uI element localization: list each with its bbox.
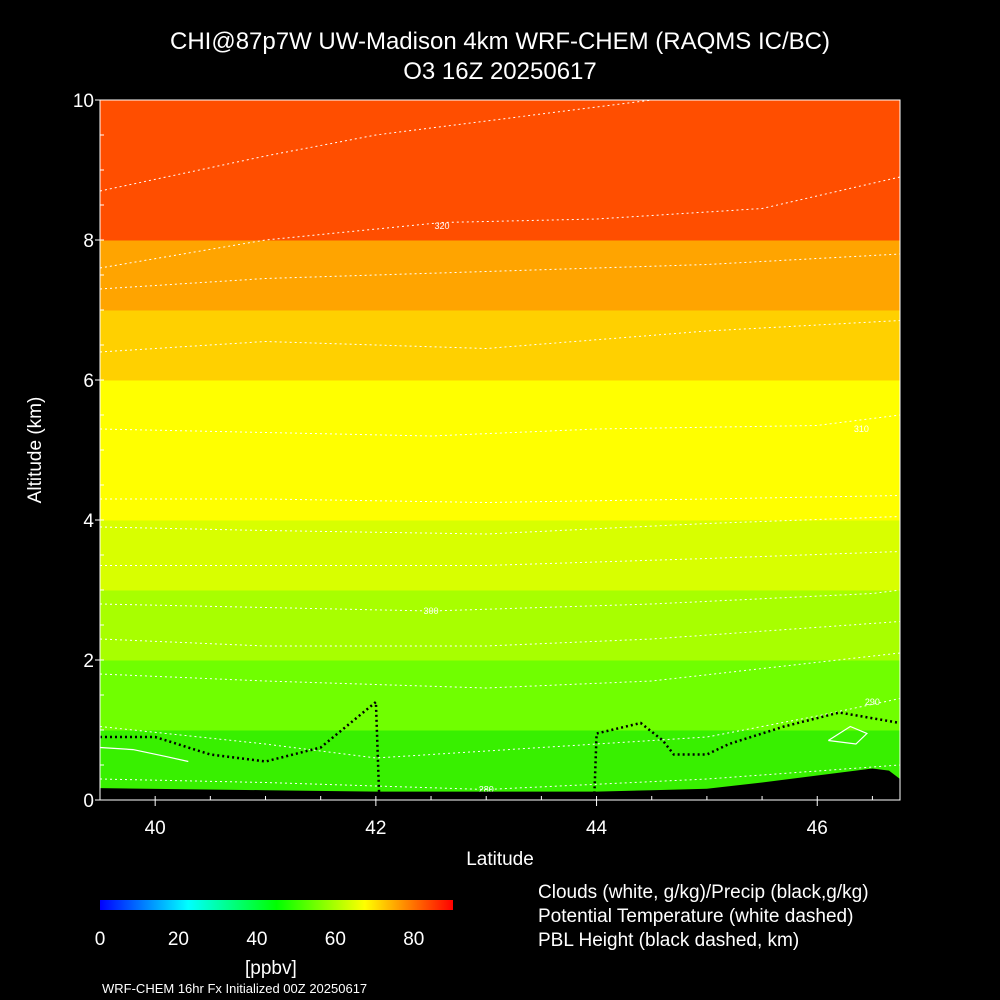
y-tick-label: 8	[83, 231, 94, 252]
terrain-fill	[100, 768, 900, 800]
chart-title-line1: CHI@87p7W UW-Madison 4km WRF-CHEM (RAQMS…	[170, 28, 830, 55]
y-axis-label: Altitude (km)	[25, 396, 46, 504]
x-tick-label: 46	[807, 818, 828, 839]
theta-contour	[100, 652, 900, 689]
o3-band	[100, 450, 900, 521]
legend-pbl-height: PBL Height (black dashed, km)	[538, 930, 800, 951]
legend-potential-temperature: Potential Temperature (white dashed)	[538, 906, 854, 927]
theta-contour	[100, 621, 900, 647]
y-tick-label: 6	[83, 371, 94, 392]
theta-contour-label: 300	[424, 606, 439, 616]
theta-contour	[100, 320, 900, 353]
o3-band	[100, 380, 900, 451]
cloud-contours-layer	[100, 725, 868, 763]
theta-contour	[100, 589, 900, 612]
theta-contour	[100, 698, 900, 759]
colorbar-tick-label: 80	[403, 929, 424, 950]
theta-contour	[100, 516, 900, 535]
o3-band	[100, 520, 900, 591]
o3-band	[100, 310, 900, 381]
theta-contour-label: 280	[479, 785, 494, 795]
o3-band	[100, 170, 900, 241]
o3-band	[100, 240, 900, 311]
theta-contour-label: 320	[435, 221, 450, 231]
theta-contour-label: 290	[865, 697, 880, 707]
colorbar-tick-label: 0	[95, 929, 106, 950]
theta-contour-label: 310	[854, 424, 869, 434]
colorbar-tick-label: 20	[168, 929, 189, 950]
chart-title-line2: O3 16Z 20250617	[403, 58, 597, 85]
theta-contour	[100, 100, 652, 192]
colorbar-tick-label: 60	[325, 929, 346, 950]
x-tick-label: 40	[145, 818, 166, 839]
colorbar-tick-label: 40	[246, 929, 267, 950]
y-tick-label: 4	[83, 511, 94, 532]
theta-contour	[100, 414, 900, 437]
colorbar-units: [ppbv]	[245, 958, 297, 979]
colorbar-ticks: 0 20 40 60 80	[95, 929, 425, 950]
y-tick-label: 10	[73, 91, 94, 112]
o3-band	[100, 590, 900, 661]
x-axis-label: Latitude	[466, 849, 534, 870]
y-tick-label: 0	[83, 791, 94, 812]
legend-clouds: Clouds (white, g/kg)/Precip (black,g/kg)	[538, 882, 869, 903]
theta-contour	[100, 253, 900, 290]
theta-contour	[100, 495, 900, 504]
theta-contour	[100, 551, 900, 566]
x-tick-label: 42	[365, 818, 386, 839]
y-tick-label: 2	[83, 651, 94, 672]
o3-bands-layer	[100, 100, 900, 800]
theta-contour	[100, 764, 900, 791]
terrain-layer	[100, 768, 900, 800]
o3-band	[100, 660, 900, 731]
o3-band	[100, 100, 900, 171]
x-tick-label: 44	[586, 818, 608, 839]
cloud-contour	[100, 746, 189, 763]
theta-contours-layer: 280 290 300 310 320	[100, 100, 900, 795]
cloud-contour	[827, 725, 868, 745]
colorbar	[100, 900, 453, 910]
footer-text: WRF-CHEM 16hr Fx Initialized 00Z 2025061…	[102, 981, 368, 996]
